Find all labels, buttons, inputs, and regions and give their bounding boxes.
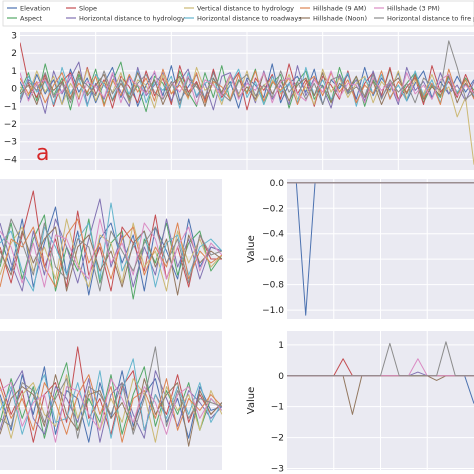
series-line-horizontal-distance-to-hydrology bbox=[0, 370, 222, 443]
y-tick-label: −2 bbox=[4, 120, 17, 130]
panel-middle-right: 0.0 −0.2 −0.4 −0.6 −0.8 −1.0 Value bbox=[246, 179, 474, 319]
legend-label-vertical-distance-to-hydrology: Vertical distance to hydrology bbox=[197, 4, 294, 12]
y-tick-label: 2 bbox=[11, 49, 17, 59]
legend-label-horizontal-distance-to-fire-poi: Horizontal distance to fire poi bbox=[387, 14, 474, 22]
y-tick-label: −2 bbox=[271, 434, 284, 444]
panel-top: 3 2 1 0 −1 −2 −3 −4 bbox=[4, 32, 474, 170]
y-tick-label: −0.6 bbox=[262, 255, 284, 265]
y-tick-label: 0.0 bbox=[270, 179, 285, 189]
y-tick-label: −0.4 bbox=[262, 230, 284, 240]
series-line-horizontal-distance-to-hydrology bbox=[20, 61, 474, 114]
series-line-hillshade-9-am bbox=[20, 68, 474, 107]
series-line-hillshade-noon bbox=[0, 226, 222, 296]
series-line-hillshade-noon bbox=[20, 70, 474, 107]
series-line-hillshade-noon bbox=[0, 374, 222, 447]
series-line-vertical-distance-to-hydrology bbox=[0, 374, 222, 443]
series-line-slope bbox=[0, 190, 222, 292]
y-axis-label: Value bbox=[246, 235, 257, 262]
series-line-horizontal-distance-to-fire-poi bbox=[287, 341, 474, 377]
series-group bbox=[287, 182, 474, 316]
y-tick-label: −0.8 bbox=[262, 281, 284, 291]
y-tick-label: 0 bbox=[11, 85, 17, 95]
legend-label-hillshade-noon: Hillshade (Noon) bbox=[313, 14, 367, 22]
panel-label: a bbox=[36, 141, 49, 166]
y-tick-label: 0 bbox=[278, 372, 284, 382]
panel-bottom-left bbox=[0, 331, 222, 470]
series-group bbox=[20, 40, 474, 165]
series-group bbox=[0, 190, 222, 300]
y-tick-label: −1 bbox=[4, 102, 17, 112]
series-line-elevation bbox=[20, 63, 474, 109]
y-tick-label: −1.0 bbox=[262, 306, 284, 316]
y-tick-label: 3 bbox=[11, 32, 17, 42]
y-tick-label: −3 bbox=[4, 138, 17, 148]
y-tick-label: −0.2 bbox=[262, 204, 284, 214]
y-tick-label: −3 bbox=[271, 464, 284, 474]
y-tick-label: 1 bbox=[278, 341, 284, 351]
series-line-horizontal-distance-to-roadways bbox=[0, 358, 222, 439]
series-line-horizontal-distance-to-hydrology bbox=[0, 198, 222, 292]
legend-label-aspect: Aspect bbox=[20, 14, 43, 22]
panel-bottom-right: 1 0 −1 −2 −3 Value bbox=[246, 331, 474, 474]
series-line-horizontal-distance-to-fire-poi bbox=[20, 40, 474, 106]
series-group bbox=[287, 341, 474, 415]
series-line-hillshade-9-am bbox=[0, 218, 222, 288]
panel-middle-left bbox=[0, 179, 222, 319]
series-line-horizontal-distance-to-roadways bbox=[20, 66, 474, 109]
legend-label-horizontal-distance-to-hydrology: Horizontal distance to hydrology bbox=[79, 14, 185, 22]
series-line-horizontal-distance-to-fire-poi bbox=[0, 218, 222, 292]
series-line-hillshade-3-pm bbox=[20, 70, 474, 107]
legend: Elevation Aspect Slope Horizontal distance … bbox=[2, 0, 474, 27]
legend-label-hillshade-3-pm: Hillshade (3 PM) bbox=[387, 4, 440, 12]
series-line-vertical-distance-to-hydrology bbox=[20, 66, 474, 165]
series-line-horizontal-distance-to-fire-poi bbox=[0, 346, 222, 439]
y-tick-label: 1 bbox=[11, 67, 17, 77]
y-tick-label: −4 bbox=[4, 155, 18, 165]
legend-label-elevation: Elevation bbox=[20, 4, 50, 12]
legend-label-hillshade-9-am: Hillshade (9 AM) bbox=[313, 4, 366, 12]
legend-label-horizontal-distance-to-roadways: Horizontal distance to roadways bbox=[197, 14, 302, 22]
series-group bbox=[0, 346, 222, 447]
legend-label-slope: Slope bbox=[79, 4, 97, 12]
y-axis-label: Value bbox=[246, 387, 257, 414]
y-tick-label: −1 bbox=[271, 403, 284, 413]
